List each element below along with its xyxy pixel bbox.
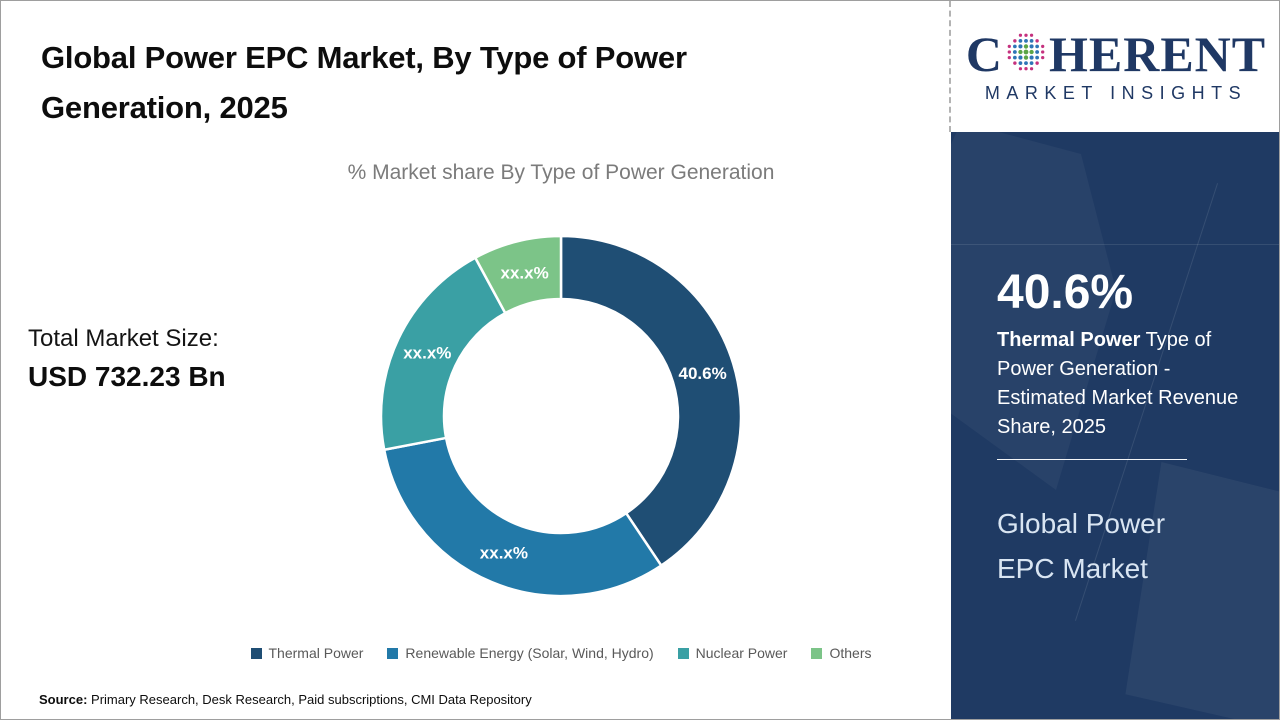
legend-label: Others [829,645,872,661]
legend-marker [811,647,823,659]
page-title: Global Power EPC Market, By Type of Powe… [41,40,687,126]
slice-label: xx.x% [500,263,548,282]
highlight-stat-value: 40.6% [997,266,1134,319]
source-text: Primary Research, Desk Research, Paid su… [87,692,532,707]
legend-item: Others [811,645,872,661]
legend-item: Thermal Power [250,645,364,661]
chart-subtitle: % Market share By Type of Power Generati… [347,161,775,184]
logo-subtitle: MARKET INSIGHTS [984,83,1248,103]
legend-marker [677,647,689,659]
sidebar-panel: 40.6% Thermal Power Type of Power Genera… [951,132,1279,719]
chart-legend: Thermal Power Renewable Energy (Solar, Wi… [101,645,1021,661]
slice-label: xx.x% [480,544,528,563]
slice-label: 40.6% [678,364,726,383]
total-market-size: Total Market Size: USD 732.23 Bn [28,325,328,393]
slice-label: xx.x% [403,344,451,363]
stat-category: Thermal Power [997,328,1141,351]
total-market-value: USD 732.23 Bn [28,361,226,392]
divider-line [997,458,1187,460]
stat-description-rest: Type of Power Generation - Estimated Mar… [997,328,1239,438]
map-texture-line [951,244,1279,245]
legend-marker [387,647,399,659]
legend-label: Thermal Power [268,645,364,661]
legend-item: Nuclear Power [677,645,788,661]
legend-label: Renewable Energy (Solar, Wind, Hydro) [405,645,654,661]
report-market-name: Global Power EPC Market [997,507,1166,584]
source-label: Source: [39,692,88,707]
legend-label: Nuclear Power [695,645,788,661]
logo-letter-c: C [965,26,1003,82]
highlight-stat-description: Thermal Power Type of Power Generation -… [997,326,1239,442]
donut-slice-1 [382,436,663,598]
legend-item: Renewable Energy (Solar, Wind, Hydro) [387,645,654,661]
donut-slice-3 [474,234,563,315]
logo-letters-rest: HERENT [1048,26,1267,82]
globe-dots-icon [1007,33,1045,71]
logo-wordmark: C HERENT [966,29,1266,79]
donut-slice-0 [559,234,743,567]
total-market-label: Total Market Size: [28,325,219,352]
source-line: Source: Primary Research, Desk Research,… [39,692,532,707]
brand-logo: C HERENT MARKET INSIGHTS [949,1,1279,132]
donut-chart-svg: 40.6% xx.x% xx.x% xx.x% [379,234,743,598]
legend-marker [250,647,262,659]
donut-chart: 40.6% xx.x% xx.x% xx.x% [361,216,761,616]
